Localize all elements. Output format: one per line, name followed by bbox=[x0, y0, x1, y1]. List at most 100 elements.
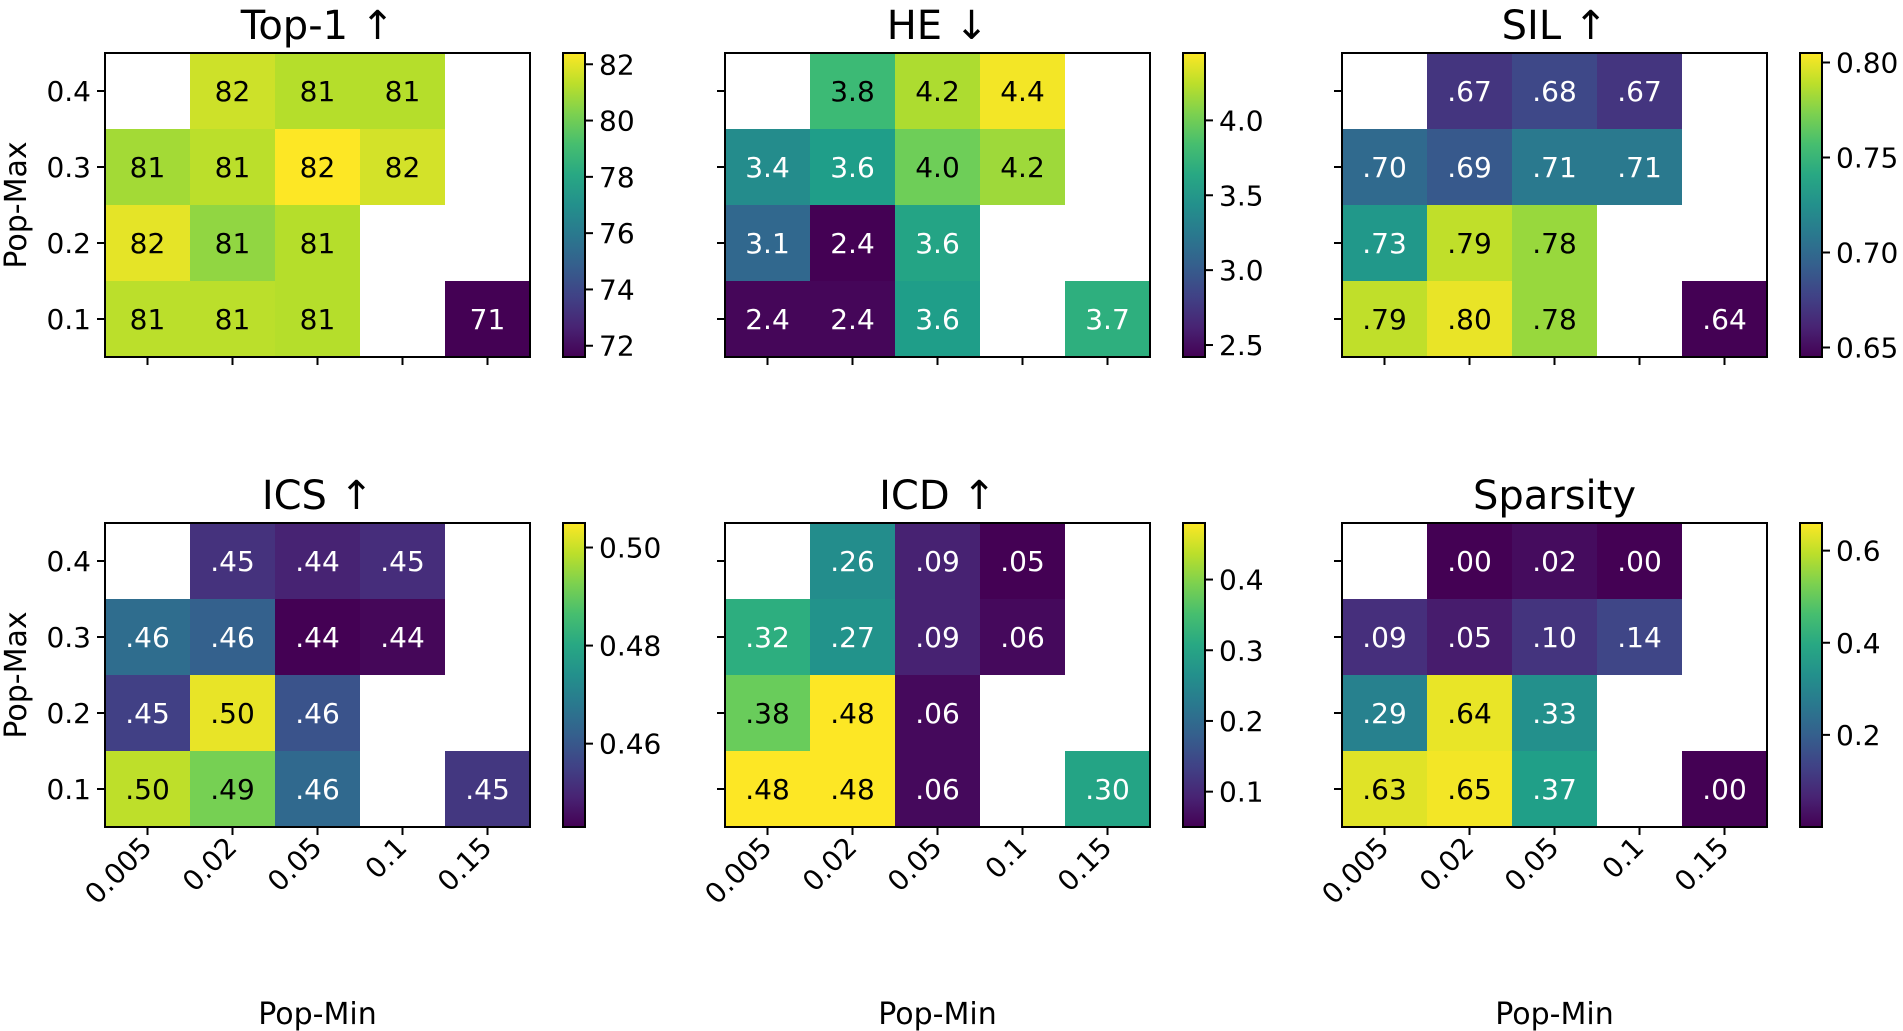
panel-title-3: ICS ↑ bbox=[262, 473, 373, 519]
cell-value-label: .00 bbox=[1702, 773, 1747, 806]
y-tick-label: 0.1 bbox=[46, 773, 91, 806]
heatmap-cell bbox=[1342, 281, 1427, 357]
cell-value-label: .09 bbox=[915, 545, 960, 578]
cell-value-label: 81 bbox=[130, 151, 166, 184]
heatmap-cell bbox=[895, 281, 980, 357]
cell-value-label: .71 bbox=[1532, 151, 1577, 184]
cell-value-label: .37 bbox=[1532, 773, 1577, 806]
x-tick-label: 0.005 bbox=[698, 831, 778, 911]
cell-value-label: .06 bbox=[1000, 621, 1045, 654]
colorbar-tick-label: 0.4 bbox=[1219, 564, 1264, 597]
heatmap-cell bbox=[1512, 599, 1597, 675]
x-tick-label: 0.005 bbox=[1315, 831, 1395, 911]
heatmap-cell bbox=[895, 205, 980, 281]
cell-value-label: 4.2 bbox=[915, 75, 960, 108]
cell-value-label: .30 bbox=[1085, 773, 1130, 806]
cell-value-label: .48 bbox=[830, 697, 875, 730]
colorbar bbox=[562, 522, 586, 828]
cell-value-label: 81 bbox=[130, 303, 166, 336]
cell-value-label: .14 bbox=[1617, 621, 1662, 654]
cell-value-label: 81 bbox=[300, 75, 336, 108]
cell-value-label: 4.2 bbox=[1000, 151, 1045, 184]
cell-value-label: 2.4 bbox=[745, 303, 790, 336]
heatmap-cell bbox=[1342, 129, 1427, 205]
cell-value-label: .49 bbox=[210, 773, 255, 806]
heatmap-cell bbox=[1427, 751, 1512, 827]
y-tick-label: 0.4 bbox=[46, 75, 91, 108]
heatmap-cell bbox=[980, 129, 1065, 205]
heatmap-cell bbox=[1512, 129, 1597, 205]
x-tick-label: 0.15 bbox=[1051, 831, 1118, 898]
x-tick-label: 0.15 bbox=[431, 831, 498, 898]
heatmap-cell bbox=[445, 281, 530, 357]
heatmap-cell bbox=[1342, 675, 1427, 751]
colorbar-tick-label: 0.65 bbox=[1836, 332, 1898, 365]
cell-value-label: .78 bbox=[1532, 303, 1577, 336]
cell-value-label: .09 bbox=[1362, 621, 1407, 654]
cell-value-label: 2.4 bbox=[830, 227, 875, 260]
x-tick-label: 0.02 bbox=[796, 831, 863, 898]
heatmap-cell bbox=[275, 129, 360, 205]
heatmap-cell bbox=[1682, 751, 1767, 827]
heatmap-cell bbox=[725, 751, 810, 827]
colorbar-tick-label: 78 bbox=[599, 161, 635, 194]
x-tick-label: 0.15 bbox=[1668, 831, 1735, 898]
cell-value-label: 81 bbox=[300, 303, 336, 336]
cell-value-label: .02 bbox=[1532, 545, 1577, 578]
cell-value-label: 82 bbox=[215, 75, 251, 108]
heatmap-cell bbox=[190, 53, 275, 129]
heatmap-cell bbox=[1427, 599, 1512, 675]
cell-value-label: 82 bbox=[300, 151, 336, 184]
heatmap-cell bbox=[1427, 205, 1512, 281]
heatmap-cell bbox=[190, 281, 275, 357]
cell-value-label: .63 bbox=[1362, 773, 1407, 806]
x-axis-label: Pop-Min bbox=[258, 997, 376, 1031]
heatmap-cell bbox=[1512, 751, 1597, 827]
colorbar-tick-label: 76 bbox=[599, 217, 635, 250]
heatmap-cell bbox=[1342, 599, 1427, 675]
cell-value-label: .32 bbox=[745, 621, 790, 654]
cell-value-label: .68 bbox=[1532, 75, 1577, 108]
cell-value-label: .44 bbox=[295, 621, 340, 654]
x-tick-label: 0.02 bbox=[176, 831, 243, 898]
cell-value-label: .71 bbox=[1617, 151, 1662, 184]
cell-value-label: .64 bbox=[1702, 303, 1747, 336]
cell-value-label: 3.1 bbox=[745, 227, 790, 260]
cell-value-label: .44 bbox=[380, 621, 425, 654]
heatmap-cell bbox=[725, 675, 810, 751]
cell-value-label: .80 bbox=[1447, 303, 1492, 336]
heatmap-cell bbox=[980, 523, 1065, 599]
cell-value-label: 81 bbox=[385, 75, 421, 108]
cell-value-label: .67 bbox=[1617, 75, 1662, 108]
cell-value-label: .65 bbox=[1447, 773, 1492, 806]
cell-value-label: .06 bbox=[915, 773, 960, 806]
cell-value-label: .64 bbox=[1447, 697, 1492, 730]
cell-value-label: 3.4 bbox=[745, 151, 790, 184]
heatmap-cell bbox=[275, 205, 360, 281]
cell-value-label: .00 bbox=[1447, 545, 1492, 578]
y-axis-label: Pop-Max bbox=[0, 141, 34, 268]
cell-value-label: .44 bbox=[295, 545, 340, 578]
cell-value-label: .73 bbox=[1362, 227, 1407, 260]
heatmap-cell bbox=[360, 129, 445, 205]
cell-value-label: .70 bbox=[1362, 151, 1407, 184]
cell-value-label: 71 bbox=[470, 303, 506, 336]
colorbar-tick-label: 0.2 bbox=[1836, 719, 1881, 752]
heatmap-cell bbox=[1512, 281, 1597, 357]
colorbar bbox=[562, 52, 586, 358]
colorbar-tick-label: 74 bbox=[599, 273, 635, 306]
cell-value-label: .45 bbox=[210, 545, 255, 578]
cell-value-label: 3.6 bbox=[915, 303, 960, 336]
y-tick-label: 0.2 bbox=[46, 697, 91, 730]
heatmap-cell bbox=[1512, 675, 1597, 751]
cell-value-label: .67 bbox=[1447, 75, 1492, 108]
heatmap-cell bbox=[725, 599, 810, 675]
y-tick-label: 0.3 bbox=[46, 621, 91, 654]
cell-value-label: .06 bbox=[915, 697, 960, 730]
heatmap-cell bbox=[1427, 281, 1512, 357]
heatmap-cell bbox=[895, 53, 980, 129]
colorbar-tick-label: 0.70 bbox=[1836, 237, 1898, 270]
cell-value-label: .05 bbox=[1000, 545, 1045, 578]
cell-value-label: .26 bbox=[830, 545, 875, 578]
